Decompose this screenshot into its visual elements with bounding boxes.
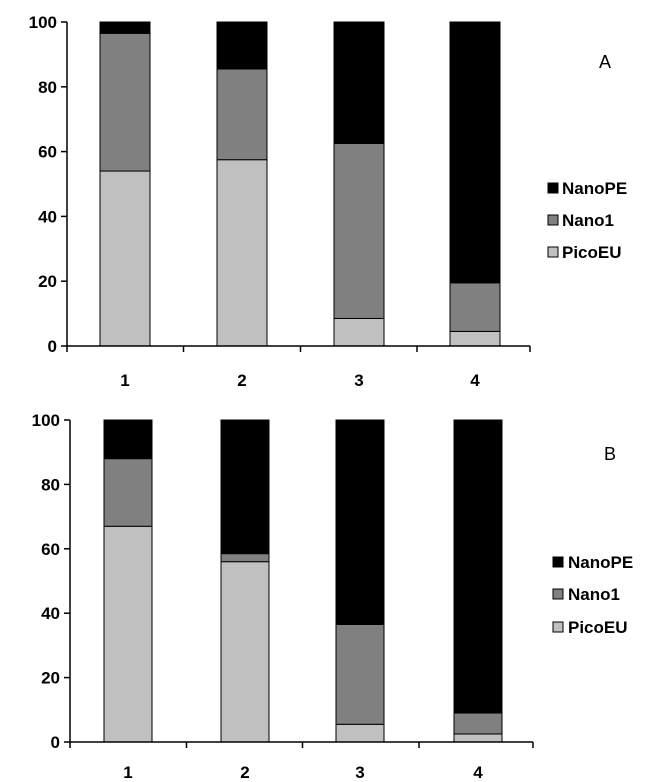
bar-picoeu-4	[449, 330, 501, 347]
legend-label-picoeu: PicoEU	[562, 243, 622, 262]
bar-nano1-1	[103, 458, 153, 527]
legend-swatch-nanope	[547, 182, 559, 194]
bar-picoeu-3	[333, 317, 385, 347]
legend-label-nanope: NanoPE	[568, 553, 633, 572]
bar-nanope-2	[216, 21, 268, 70]
y-tick-label: 20	[38, 272, 57, 291]
bar-nano1-4	[449, 282, 501, 332]
legend-swatch-nano1	[547, 214, 559, 226]
bar-picoeu-2	[220, 561, 270, 743]
legend-label-picoeu: PicoEU	[568, 618, 628, 637]
bar-nano1-4	[453, 712, 503, 735]
legend-label-nanope: NanoPE	[562, 179, 627, 198]
y-tick-label: 80	[38, 78, 57, 97]
bar-nanope-4	[453, 419, 503, 714]
x-tick-label: 4	[470, 371, 480, 390]
bar-nanope-3	[333, 21, 385, 144]
bar-nano1-3	[333, 143, 385, 319]
y-tick-label: 40	[38, 207, 57, 226]
legend-swatch-picoeu	[547, 246, 559, 258]
y-tick-label: 60	[41, 540, 60, 559]
x-tick-label: 3	[354, 371, 363, 390]
chart-panel-a: 0 20 40 60 80 100 1 2 3 4 A NanoPE Nano1 PicoEU	[29, 13, 628, 390]
bar-picoeu-4	[453, 733, 503, 743]
x-tick-label: 3	[355, 763, 364, 782]
y-tick-label: 20	[41, 669, 60, 688]
y-tick-label: 100	[29, 13, 57, 32]
bar-nano1-2	[220, 553, 270, 563]
x-tick-label: 4	[473, 763, 483, 782]
bar-nanope-2	[220, 419, 270, 555]
bar-nano1-3	[335, 623, 385, 725]
bar-nanope-4	[449, 21, 501, 284]
bar-nanope-1	[99, 21, 151, 34]
y-tick-label: 40	[41, 604, 60, 623]
bar-picoeu-2	[216, 159, 268, 347]
chart-panel-b: 0 20 40 60 80 100 1 2 3 4 B NanoPE Nano1 PicoEU	[32, 411, 634, 782]
y-tick-label: 0	[48, 337, 57, 356]
y-tick-label: 0	[51, 733, 60, 752]
x-tick-label: 1	[123, 763, 132, 782]
legend-swatch-nano1	[552, 588, 564, 600]
bar-nano1-2	[216, 68, 268, 161]
panel-label: A	[599, 52, 611, 72]
legend-swatch-picoeu	[552, 621, 564, 633]
bar-picoeu-1	[99, 170, 151, 347]
legend-label-nano1: Nano1	[568, 585, 620, 604]
x-tick-label: 2	[240, 763, 249, 782]
y-tick-label: 60	[38, 143, 57, 162]
y-tick-label: 100	[32, 411, 60, 430]
x-tick-label: 1	[120, 371, 129, 390]
bar-picoeu-1	[103, 525, 153, 743]
bar-nanope-3	[335, 419, 385, 625]
bar-picoeu-3	[335, 723, 385, 743]
bar-nanope-1	[103, 419, 153, 460]
bar-nano1-1	[99, 32, 151, 172]
panel-label: B	[604, 444, 616, 464]
y-tick-label: 80	[41, 475, 60, 494]
legend-label-nano1: Nano1	[562, 211, 614, 230]
legend-swatch-nanope	[552, 556, 564, 568]
x-tick-label: 2	[237, 371, 246, 390]
